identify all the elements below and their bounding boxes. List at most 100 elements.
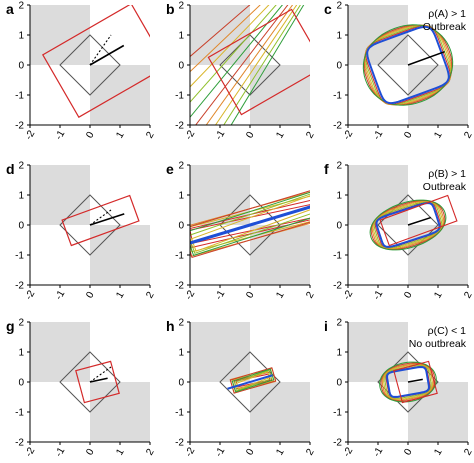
y-tick-label: 2 (178, 161, 184, 172)
transformed-rectangle (41, 5, 150, 119)
x-tick-label: -2 (341, 288, 355, 302)
iterated-rectangle (231, 368, 275, 393)
iterated-boundary-line (195, 5, 289, 125)
y-tick-label: 2 (178, 318, 184, 329)
shaded-region (250, 382, 310, 442)
spectral-radius-label: ρ(A) > 1 (428, 8, 466, 20)
y-tick-label: 2 (18, 1, 24, 12)
iterated-boundary-line (190, 5, 283, 119)
x-tick-label: -1 (371, 288, 385, 302)
x-tick-label: 2 (304, 447, 317, 458)
y-tick-label: -1 (15, 251, 24, 262)
unit-square (377, 34, 439, 96)
y-tick-label: 1 (18, 31, 24, 42)
outcome-label: Outbreak (423, 181, 467, 193)
y-tick-label: 0 (178, 378, 184, 389)
eigenvector-line (89, 44, 125, 66)
y-tick-label: 1 (178, 31, 184, 42)
limit-curve (366, 25, 450, 105)
x-tick-label: -1 (371, 445, 385, 459)
shaded-region (90, 225, 150, 285)
y-tick-label: -2 (15, 438, 24, 449)
shaded-region (348, 165, 408, 225)
x-tick-label: -2 (23, 288, 37, 302)
panel-i: 210-1-2-2 -1 0 1 2i ρ(C) < 1No outbreak (324, 318, 474, 459)
dotted-guide-line (89, 366, 112, 383)
x-tick-label: -1 (371, 128, 385, 142)
panel-label: h (166, 318, 175, 334)
panel-label: c (324, 1, 332, 17)
y-tick-label: 1 (18, 191, 24, 202)
panel-a: 210-1-2-2 -1 0 1 2a (6, 1, 157, 142)
y-tick-label: 0 (18, 61, 24, 72)
panel-e: 210-1-2-2 -1 0 1 2e (166, 161, 317, 302)
x-tick-label: 0 (84, 130, 97, 141)
plot-area (190, 165, 310, 285)
x-tick-label: -1 (53, 288, 67, 302)
iterated-boundary-line (230, 5, 305, 125)
panel-label: g (6, 318, 15, 334)
shaded-region (250, 225, 310, 285)
y-tick-label: 2 (336, 1, 342, 12)
y-tick-label: -1 (333, 408, 342, 419)
x-tick-label: -1 (53, 445, 67, 459)
panel-g: 210-1-2-2 -1 0 1 2g (6, 318, 157, 459)
eigenvector-line (89, 213, 125, 226)
shaded-region (190, 165, 250, 225)
shaded-region (90, 382, 150, 442)
shaded-region (408, 382, 468, 442)
iterated-boundary-line (223, 5, 301, 125)
shaded-region (90, 65, 150, 125)
x-tick-label: -2 (23, 445, 37, 459)
y-tick-label: -2 (175, 281, 184, 292)
spectral-radius-label: ρ(C) < 1 (428, 325, 467, 337)
x-tick-label: -2 (341, 445, 355, 459)
y-tick-label: -2 (333, 281, 342, 292)
unit-square (219, 34, 281, 96)
y-tick-label: -2 (175, 438, 184, 449)
iterated-boundary-curve (369, 199, 447, 251)
y-tick-label: -1 (333, 91, 342, 102)
y-tick-label: 2 (18, 318, 24, 329)
x-tick-label: 2 (304, 290, 317, 301)
shaded-region (348, 322, 408, 382)
iterated-rectangle (229, 367, 277, 394)
outcome-label: Outbreak (423, 21, 467, 33)
x-tick-label: 0 (244, 290, 257, 301)
panel-label: d (6, 161, 15, 177)
plot-area (30, 165, 150, 285)
x-tick-label: -1 (53, 128, 67, 142)
shaded-region (30, 5, 90, 65)
x-tick-label: 1 (274, 290, 287, 301)
transformed-rectangle (61, 194, 140, 247)
x-tick-label: 0 (402, 290, 415, 301)
x-tick-label: 2 (144, 290, 157, 301)
x-tick-label: 0 (402, 447, 415, 458)
x-tick-label: 1 (114, 130, 127, 141)
iterated-rectangle (190, 190, 310, 259)
y-tick-label: -1 (333, 251, 342, 262)
panel-d: 210-1-2-2 -1 0 1 2d (6, 161, 157, 302)
eigenvector-line (89, 377, 108, 383)
iterated-rectangle (233, 369, 273, 392)
x-tick-label: 1 (274, 130, 287, 141)
plot-area (190, 5, 310, 125)
panel-label: f (324, 161, 329, 177)
iterated-boundary-curve (383, 364, 433, 400)
y-tick-label: 1 (178, 191, 184, 202)
plot-area (30, 322, 150, 442)
dotted-guide-line (89, 34, 112, 66)
iterated-rectangle (190, 195, 310, 253)
y-tick-label: 2 (178, 1, 184, 12)
x-tick-label: 2 (304, 130, 317, 141)
x-tick-label: -2 (341, 128, 355, 142)
transformed-rectangle (75, 360, 120, 404)
panel-label: e (166, 161, 174, 177)
x-tick-label: -2 (183, 445, 197, 459)
unit-square (59, 351, 121, 413)
shaded-region (250, 65, 310, 125)
x-tick-label: -1 (213, 445, 227, 459)
